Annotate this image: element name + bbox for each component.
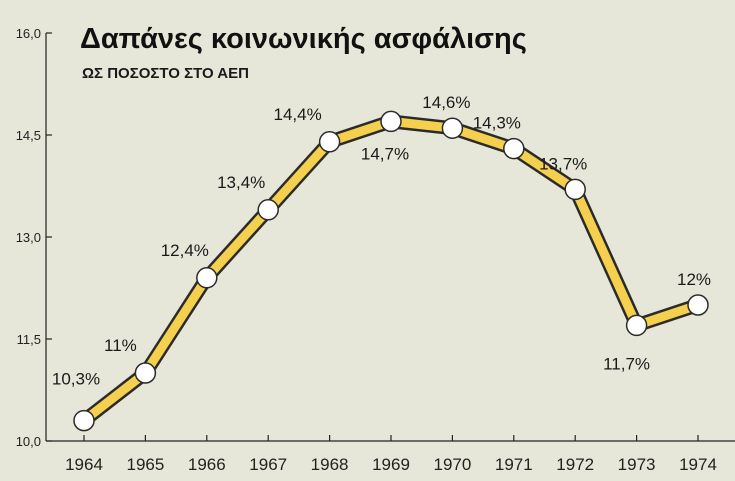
y-tick-label: 16,0 bbox=[16, 26, 41, 41]
x-tick-label: 1971 bbox=[495, 455, 533, 474]
x-tick-label: 1964 bbox=[65, 455, 103, 474]
data-point-marker bbox=[503, 137, 525, 160]
data-point-marker bbox=[318, 131, 341, 153]
data-label: 14,3% bbox=[473, 114, 521, 133]
chart-title: Δαπάνες κοινωνικής ασφάλισης bbox=[80, 23, 527, 55]
x-tick-label: 1968 bbox=[311, 455, 349, 474]
data-label: 14,7% bbox=[361, 144, 409, 163]
data-label: 14,6% bbox=[422, 93, 470, 112]
data-label: 11% bbox=[104, 336, 137, 355]
data-point-marker bbox=[625, 314, 648, 337]
data-point-marker bbox=[134, 362, 157, 384]
x-tick-label: 1970 bbox=[433, 455, 471, 474]
x-tick-label: 1969 bbox=[372, 455, 410, 474]
x-tick-label: 1974 bbox=[679, 455, 717, 474]
y-tick-label: 14,5 bbox=[16, 128, 41, 143]
data-point-marker bbox=[687, 294, 709, 316]
chart-subtitle: ΩΣ ΠΟΣΟΣΤΟ ΣΤΟ ΑΕΠ bbox=[82, 65, 249, 82]
data-point-marker bbox=[196, 267, 218, 289]
y-tick-label: 10,0 bbox=[16, 434, 41, 449]
data-label: 14,4% bbox=[273, 105, 321, 124]
x-tick-label: 1972 bbox=[556, 455, 594, 474]
x-tick-label: 1966 bbox=[188, 455, 226, 474]
data-label: 10,3% bbox=[52, 370, 100, 389]
x-tick-label: 1965 bbox=[126, 455, 164, 474]
data-point-marker bbox=[564, 178, 586, 201]
data-point-marker bbox=[73, 409, 95, 432]
axes-group: 10,0 11,5 13,0 14,5 16,0 1964 1965 1966 1967 1968… bbox=[16, 26, 735, 474]
x-tick-label: 1973 bbox=[618, 455, 656, 474]
data-label: 13,7% bbox=[539, 154, 587, 173]
data-point-marker bbox=[441, 117, 464, 139]
y-tick-label: 13,0 bbox=[16, 230, 41, 245]
x-tick-label: 1967 bbox=[249, 455, 287, 474]
data-label: 11,7% bbox=[603, 354, 650, 373]
data-label: 13,4% bbox=[217, 173, 265, 192]
data-point-marker bbox=[257, 199, 279, 221]
data-point-marker bbox=[380, 110, 402, 133]
data-label: 12,4% bbox=[161, 241, 209, 260]
series-group bbox=[73, 110, 709, 432]
data-label: 12% bbox=[677, 270, 711, 289]
y-tick-label: 11,5 bbox=[17, 332, 41, 347]
data-labels-group: 10,3%11% 12,4% 13,4% 14,4% 14,7% 14,6%14,3% 13… bbox=[52, 93, 711, 388]
